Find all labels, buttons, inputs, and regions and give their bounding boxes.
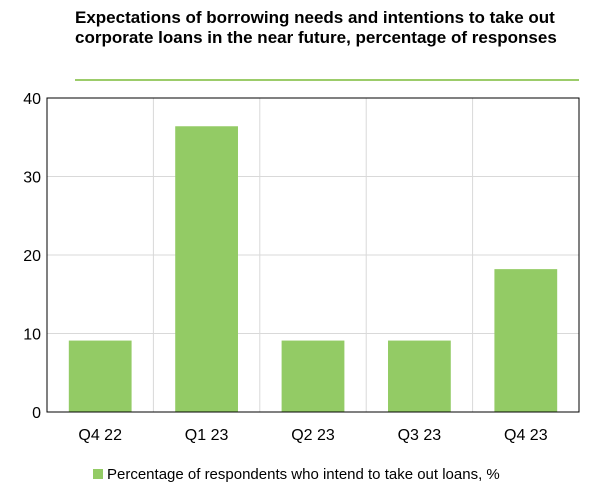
x-tick-label: Q4 23: [504, 427, 548, 444]
y-tick-label: 0: [32, 405, 41, 422]
y-tick-label: 30: [23, 170, 41, 187]
x-tick-label: Q2 23: [291, 427, 335, 444]
x-tick-label: Q4 22: [78, 427, 122, 444]
bar-q1-23: [175, 126, 238, 412]
legend: Percentage of respondents who intend to …: [93, 465, 500, 483]
y-tick-label: 40: [23, 91, 41, 108]
y-tick-label: 10: [23, 327, 41, 344]
x-tick-label: Q3 23: [398, 427, 442, 444]
bar-series: [69, 126, 557, 412]
y-tick-label: 20: [23, 248, 41, 265]
bar-q4-22: [69, 341, 132, 412]
bar-q4-23: [494, 269, 557, 412]
legend-label: Percentage of respondents who intend to …: [107, 466, 500, 483]
bar-q3-23: [388, 341, 451, 412]
bar-q2-23: [282, 341, 345, 412]
x-tick-label: Q1 23: [185, 427, 229, 444]
legend-swatch: [93, 469, 103, 479]
